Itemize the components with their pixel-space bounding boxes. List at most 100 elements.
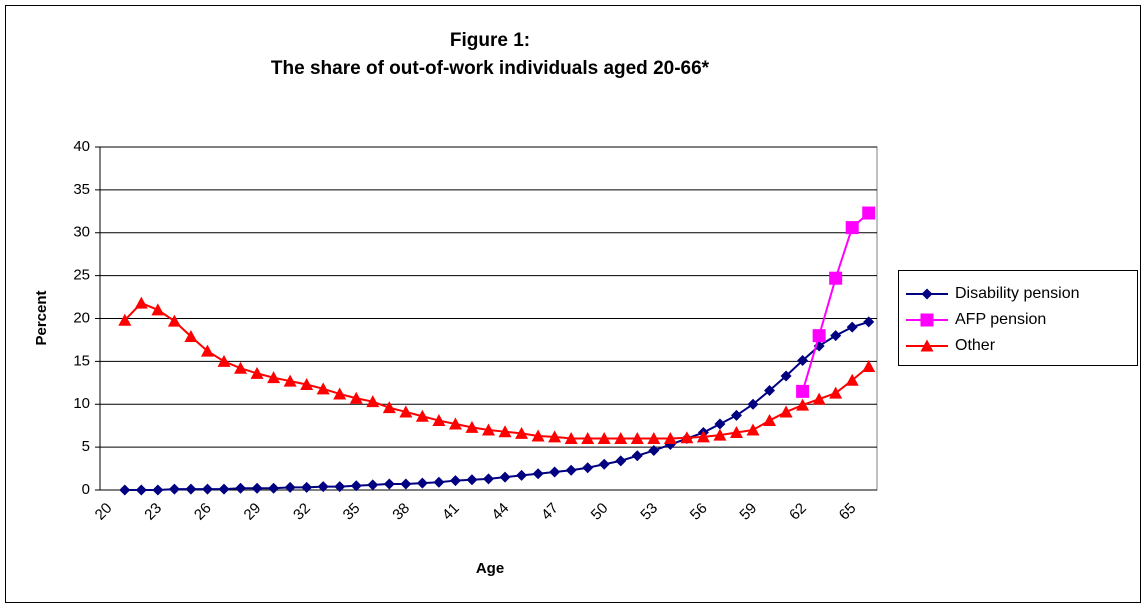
point-marker: [647, 432, 661, 445]
point-marker: [845, 221, 859, 235]
point-marker: [235, 482, 247, 494]
point-marker: [399, 405, 413, 418]
point-marker: [134, 296, 148, 309]
point-marker: [201, 483, 213, 495]
point-marker: [449, 475, 461, 487]
point-marker: [729, 426, 743, 439]
y-tick-label: 10: [73, 395, 90, 412]
point-marker: [448, 417, 462, 430]
point-marker: [483, 473, 494, 485]
y-tick-label: 40: [73, 138, 90, 155]
point-marker: [119, 484, 131, 496]
point-marker: [845, 373, 859, 386]
point-marker: [218, 483, 230, 495]
point-marker: [663, 432, 677, 445]
point-marker: [779, 405, 793, 418]
legend-label: Disability pension: [955, 285, 1080, 302]
chart-subtitle: The share of out-of-work individuals age…: [271, 58, 710, 79]
point-marker: [151, 303, 165, 316]
point-marker: [862, 360, 876, 373]
point-marker: [300, 378, 314, 391]
point-marker: [764, 385, 776, 397]
chart-title: Figure 1:: [450, 30, 530, 51]
point-marker: [465, 420, 479, 433]
point-marker: [152, 484, 164, 496]
legend-box: [898, 270, 1138, 366]
point-marker: [830, 330, 842, 342]
point-marker: [234, 361, 248, 374]
series-line: [124, 301, 870, 440]
point-marker: [829, 386, 843, 399]
point-marker: [812, 329, 826, 343]
point-marker: [350, 480, 362, 492]
point-marker: [333, 387, 347, 400]
point-marker: [185, 483, 197, 495]
point-marker: [614, 432, 628, 445]
point-marker: [564, 432, 578, 445]
point-marker: [846, 321, 858, 333]
point-marker: [382, 401, 396, 414]
point-marker: [863, 316, 875, 328]
point-marker: [283, 374, 297, 387]
point-marker: [118, 313, 132, 326]
point-marker: [631, 450, 643, 462]
point-marker: [763, 414, 777, 427]
point-marker: [268, 482, 280, 494]
point-marker: [921, 288, 933, 300]
point-marker: [746, 423, 760, 436]
point-marker: [301, 481, 313, 493]
y-axis-label: Percent: [33, 290, 50, 345]
y-tick-label: 25: [73, 267, 90, 284]
y-tick-label: 30: [73, 224, 90, 241]
point-marker: [796, 384, 810, 398]
point-marker: [812, 392, 826, 405]
point-marker: [334, 481, 346, 493]
point-marker: [167, 314, 181, 327]
y-tick-label: 0: [82, 481, 90, 498]
series-line: [124, 320, 870, 491]
point-marker: [796, 398, 810, 411]
point-marker: [366, 395, 380, 408]
point-marker: [532, 468, 544, 480]
point-marker: [582, 462, 594, 474]
point-marker: [549, 466, 561, 478]
point-marker: [317, 481, 329, 493]
y-tick-label: 15: [73, 352, 90, 369]
point-marker: [516, 469, 528, 481]
point-marker: [416, 477, 428, 489]
point-marker: [713, 428, 727, 441]
point-marker: [780, 370, 792, 382]
point-marker: [597, 432, 611, 445]
point-marker: [581, 432, 595, 445]
legend-label: AFP pension: [955, 311, 1046, 328]
point-marker: [548, 430, 562, 443]
point-marker: [565, 464, 577, 476]
point-marker: [531, 429, 545, 442]
x-axis-label: Age: [476, 560, 504, 577]
point-marker: [714, 418, 726, 430]
point-marker: [482, 423, 495, 436]
point-marker: [267, 371, 281, 384]
point-marker: [466, 474, 478, 486]
point-marker: [250, 366, 264, 379]
point-marker: [747, 398, 759, 410]
point-marker: [648, 445, 660, 457]
point-marker: [383, 478, 395, 490]
point-marker: [415, 409, 429, 422]
point-marker: [349, 391, 363, 404]
point-marker: [135, 484, 147, 496]
point-marker: [251, 482, 263, 494]
point-marker: [515, 426, 529, 439]
point-marker: [797, 355, 809, 367]
point-marker: [498, 425, 512, 438]
point-marker: [284, 481, 296, 493]
y-tick-label: 20: [73, 309, 90, 326]
point-marker: [598, 458, 610, 470]
point-marker: [168, 483, 180, 495]
y-tick-label: 35: [73, 181, 90, 198]
point-marker: [615, 455, 627, 467]
point-marker: [316, 382, 330, 395]
legend-label: Other: [955, 337, 996, 354]
point-marker: [367, 479, 379, 491]
